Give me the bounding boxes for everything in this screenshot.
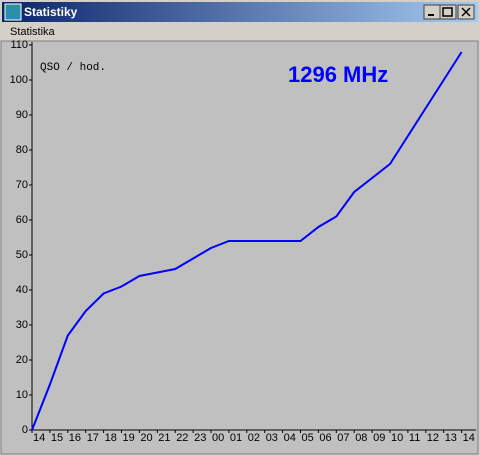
y-tick-label: 0 (22, 424, 28, 436)
band-label: 1296 MHz (288, 62, 388, 87)
y-tick-label: 80 (16, 144, 28, 156)
data-line (31, 51, 463, 431)
x-tick-label: 22 (176, 432, 188, 444)
y-tick-label: 20 (16, 354, 28, 366)
x-tick-label: 20 (140, 432, 152, 444)
x-tick-label: 01 (230, 432, 242, 444)
chart-area (0, 40, 479, 455)
maximize-button[interactable] (439, 4, 457, 20)
x-tick-label: 14 (33, 432, 45, 444)
y-tick-label: 40 (16, 284, 28, 296)
y-tick-label: 90 (16, 109, 28, 121)
window-title: Statistiky (24, 5, 78, 19)
title-bar (2, 2, 478, 22)
x-tick-label: 03 (266, 432, 278, 444)
y-tick-label: 100 (10, 74, 28, 86)
y-tick-label: 110 (10, 39, 28, 51)
x-tick-label: 15 (51, 432, 63, 444)
x-tick-label: 17 (87, 432, 99, 444)
minimize-button[interactable] (423, 4, 441, 20)
y-tick-label: 30 (16, 319, 28, 331)
close-button[interactable] (457, 4, 475, 20)
x-tick-label: 21 (158, 432, 170, 444)
y-tick-label: 70 (16, 179, 28, 191)
x-tick-label: 16 (69, 432, 81, 444)
x-tick-label: 12 (427, 432, 439, 444)
x-tick-label: 08 (355, 432, 367, 444)
x-tick-label: 05 (302, 432, 314, 444)
x-tick-label: 00 (212, 432, 224, 444)
x-tick-label: 14 (463, 432, 475, 444)
y-tick-label: 60 (16, 214, 28, 226)
x-tick-label: 23 (194, 432, 206, 444)
x-tick-label: 02 (248, 432, 260, 444)
annotation: QSO / hod. (40, 62, 106, 74)
x-tick-label: 11 (409, 432, 420, 444)
x-tick-label: 06 (319, 432, 331, 444)
y-tick-label: 10 (16, 389, 28, 401)
x-tick-label: 13 (445, 432, 457, 444)
x-tick-label: 09 (373, 432, 385, 444)
x-tick-label: 10 (391, 432, 403, 444)
y-tick-label: 50 (16, 249, 28, 261)
x-tick-label: 04 (284, 432, 296, 444)
app-icon (4, 3, 22, 21)
x-tick-label: 19 (123, 432, 135, 444)
menu-item[interactable]: Statistika (10, 26, 56, 38)
x-tick-label: 07 (337, 432, 349, 444)
x-tick-label: 18 (105, 432, 117, 444)
